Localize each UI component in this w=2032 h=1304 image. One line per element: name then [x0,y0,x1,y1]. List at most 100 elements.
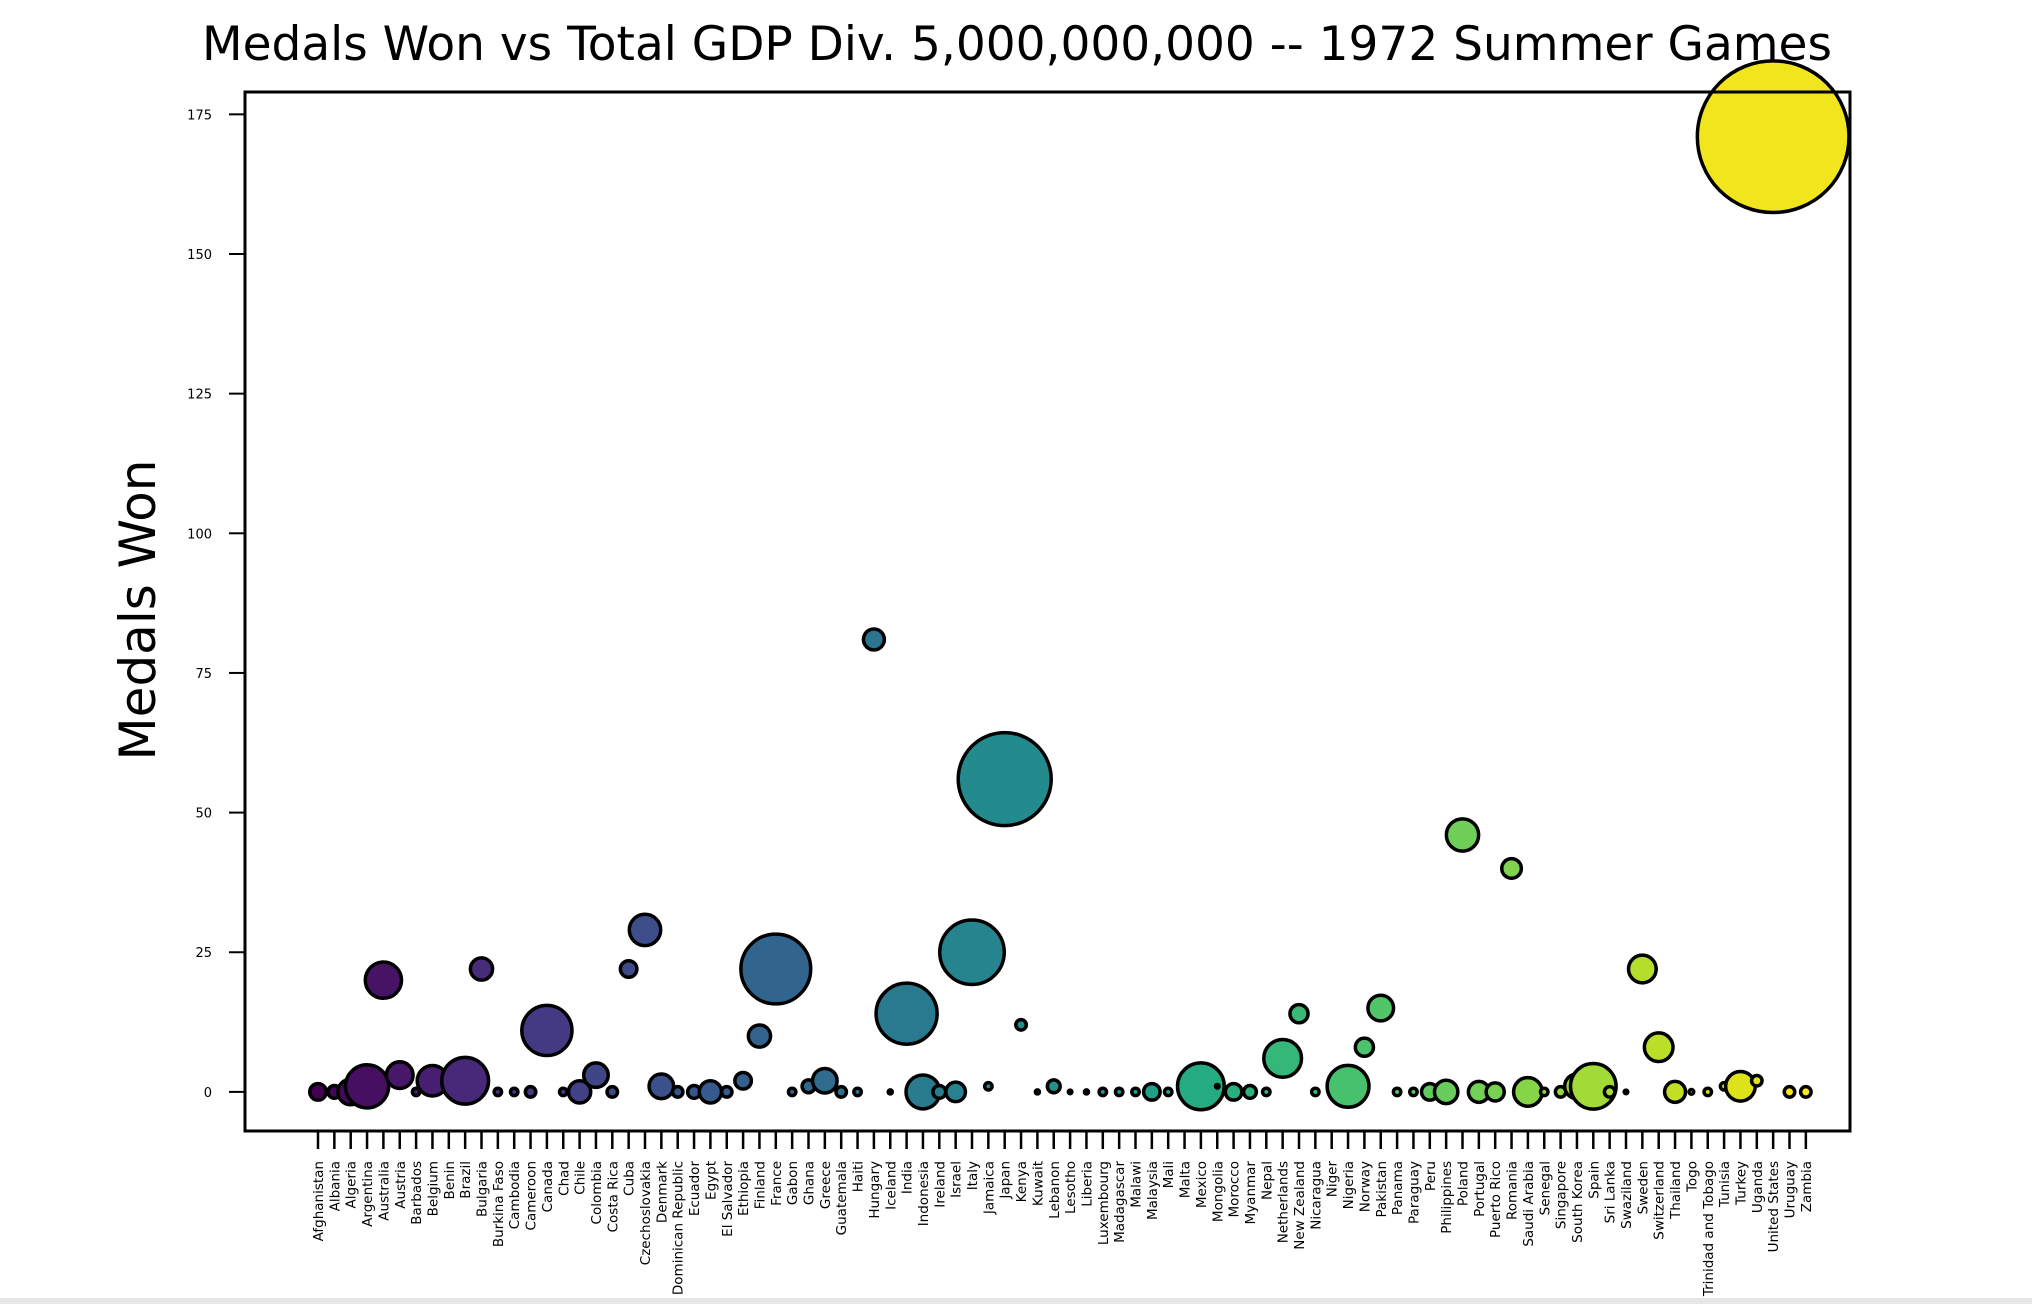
x-tick-label: Nigeria [1341,1161,1357,1209]
x-tick-label: Ireland [932,1161,948,1208]
x-tick-label: Ecuador [687,1161,703,1217]
x-tick-label: Norway [1357,1161,1373,1212]
x-tick-label: Nicaragua [1308,1161,1324,1230]
data-point [1798,1084,1813,1099]
plot-frame [243,90,1852,1133]
x-tick-label: Togo [1684,1161,1700,1193]
x-tick-label: Guatemala [834,1161,850,1235]
data-point [670,1084,685,1099]
x-tick-label: Ghana [802,1161,818,1205]
x-tick-label: Liberia [1079,1161,1095,1207]
data-point [874,981,939,1046]
y-tick-label: 50 [195,807,212,822]
data-point [1695,59,1851,215]
data-point [1241,1083,1259,1101]
data-point [1702,1086,1714,1098]
data-point [1045,1078,1062,1095]
data-point [1687,1087,1696,1096]
data-point [1484,1081,1507,1103]
data-point [1511,1075,1544,1108]
data-point [1500,856,1524,880]
data-point [810,1066,839,1095]
x-tick-label: Nepal [1259,1161,1275,1200]
data-point [557,1086,569,1098]
x-tick-label: Costa Rica [605,1161,621,1232]
x-tick-label: Niger [1325,1161,1341,1198]
x-tick-label: New Zealand [1292,1161,1308,1250]
data-point [1432,1078,1460,1106]
x-tick-label: Denmark [654,1161,670,1223]
x-tick-label: Burkina Faso [491,1161,507,1247]
x-tick-label: Romania [1505,1161,1521,1220]
x-tick-label: Zambia [1799,1161,1815,1212]
data-point [719,1084,734,1099]
data-point [786,1086,798,1098]
data-point [605,1084,620,1099]
x-tick-label: Cuba [622,1161,638,1196]
x-tick-label: Chad [556,1161,572,1196]
x-tick-label: Puerto Rico [1488,1161,1504,1238]
data-point [1175,1061,1227,1112]
data-point [1353,1036,1376,1059]
data-point [1309,1086,1321,1098]
x-tick-label: South Korea [1570,1161,1586,1243]
bottom-strip [0,1298,2032,1304]
x-tick-label: Mongolia [1210,1161,1226,1222]
x-tick-label: Israel [949,1161,965,1198]
data-point [1097,1086,1109,1098]
data-point [343,1062,391,1110]
x-tick-label: Mexico [1194,1161,1210,1208]
data-point [440,1055,491,1106]
data-point [697,1079,724,1105]
x-tick-label: Lebanon [1047,1161,1063,1219]
x-tick-label: Dominican Republic [671,1161,687,1295]
x-axis: Afghanistan Albania Algeria Argentina Austra… [311,1131,1815,1297]
data-point [384,1060,415,1091]
x-tick-label: Thailand [1668,1161,1684,1220]
data-point [307,1081,329,1102]
x-tick-label: Morocco [1227,1161,1243,1218]
x-tick-label: Chile [573,1161,589,1195]
x-tick-label: Saudi Arabia [1521,1161,1537,1247]
x-tick-label: Benin [442,1161,458,1199]
x-tick-label: Paraguay [1406,1161,1422,1224]
x-tick-label: Senegal [1537,1161,1553,1215]
data-point [566,1079,593,1105]
data-point [1366,993,1396,1023]
data-point [1662,1079,1688,1105]
x-tick-label: Malta [1178,1161,1194,1198]
x-tick-label: Mali [1161,1161,1177,1188]
x-tick-label: Cameroon [524,1161,540,1230]
data-point [739,932,813,1006]
x-tick-label: Cambodia [507,1161,523,1229]
y-axis-label: Medals Won [109,460,167,761]
data-point [647,1072,676,1101]
x-tick-label: Finland [752,1161,768,1209]
x-tick-label: Colombia [589,1161,605,1224]
x-tick-label: Portugal [1472,1161,1488,1217]
data-point [1033,1088,1042,1096]
y-axis: 0 25 50 75 100 125 150 175 [187,108,245,1101]
plot-area [307,59,1851,1112]
data-point [1066,1088,1074,1096]
x-tick-label: Algeria [344,1161,360,1208]
data-point [1444,817,1481,853]
x-tick-label: Switzerland [1652,1161,1668,1240]
data-point [1113,1086,1125,1098]
x-tick-label: Uruguay [1783,1161,1799,1218]
data-point [1538,1086,1550,1098]
y-tick-label: 125 [187,388,212,403]
data-point [1014,1017,1029,1032]
x-tick-label: Trinidad and Tobago [1701,1161,1717,1297]
x-tick-label: Ethiopia [736,1161,752,1216]
x-tick-label: El Salvador [720,1161,736,1237]
x-tick-label: Austria [393,1161,409,1209]
x-tick-label: Italy [965,1161,981,1190]
data-point [468,956,495,982]
x-tick-label: India [900,1161,916,1194]
x-tick-label: Sweden [1635,1161,1651,1214]
data-point [1602,1084,1617,1099]
x-tick-label: Iceland [883,1161,899,1210]
x-tick-label: Peru [1423,1161,1439,1191]
x-tick-label: Gabon [785,1161,801,1205]
